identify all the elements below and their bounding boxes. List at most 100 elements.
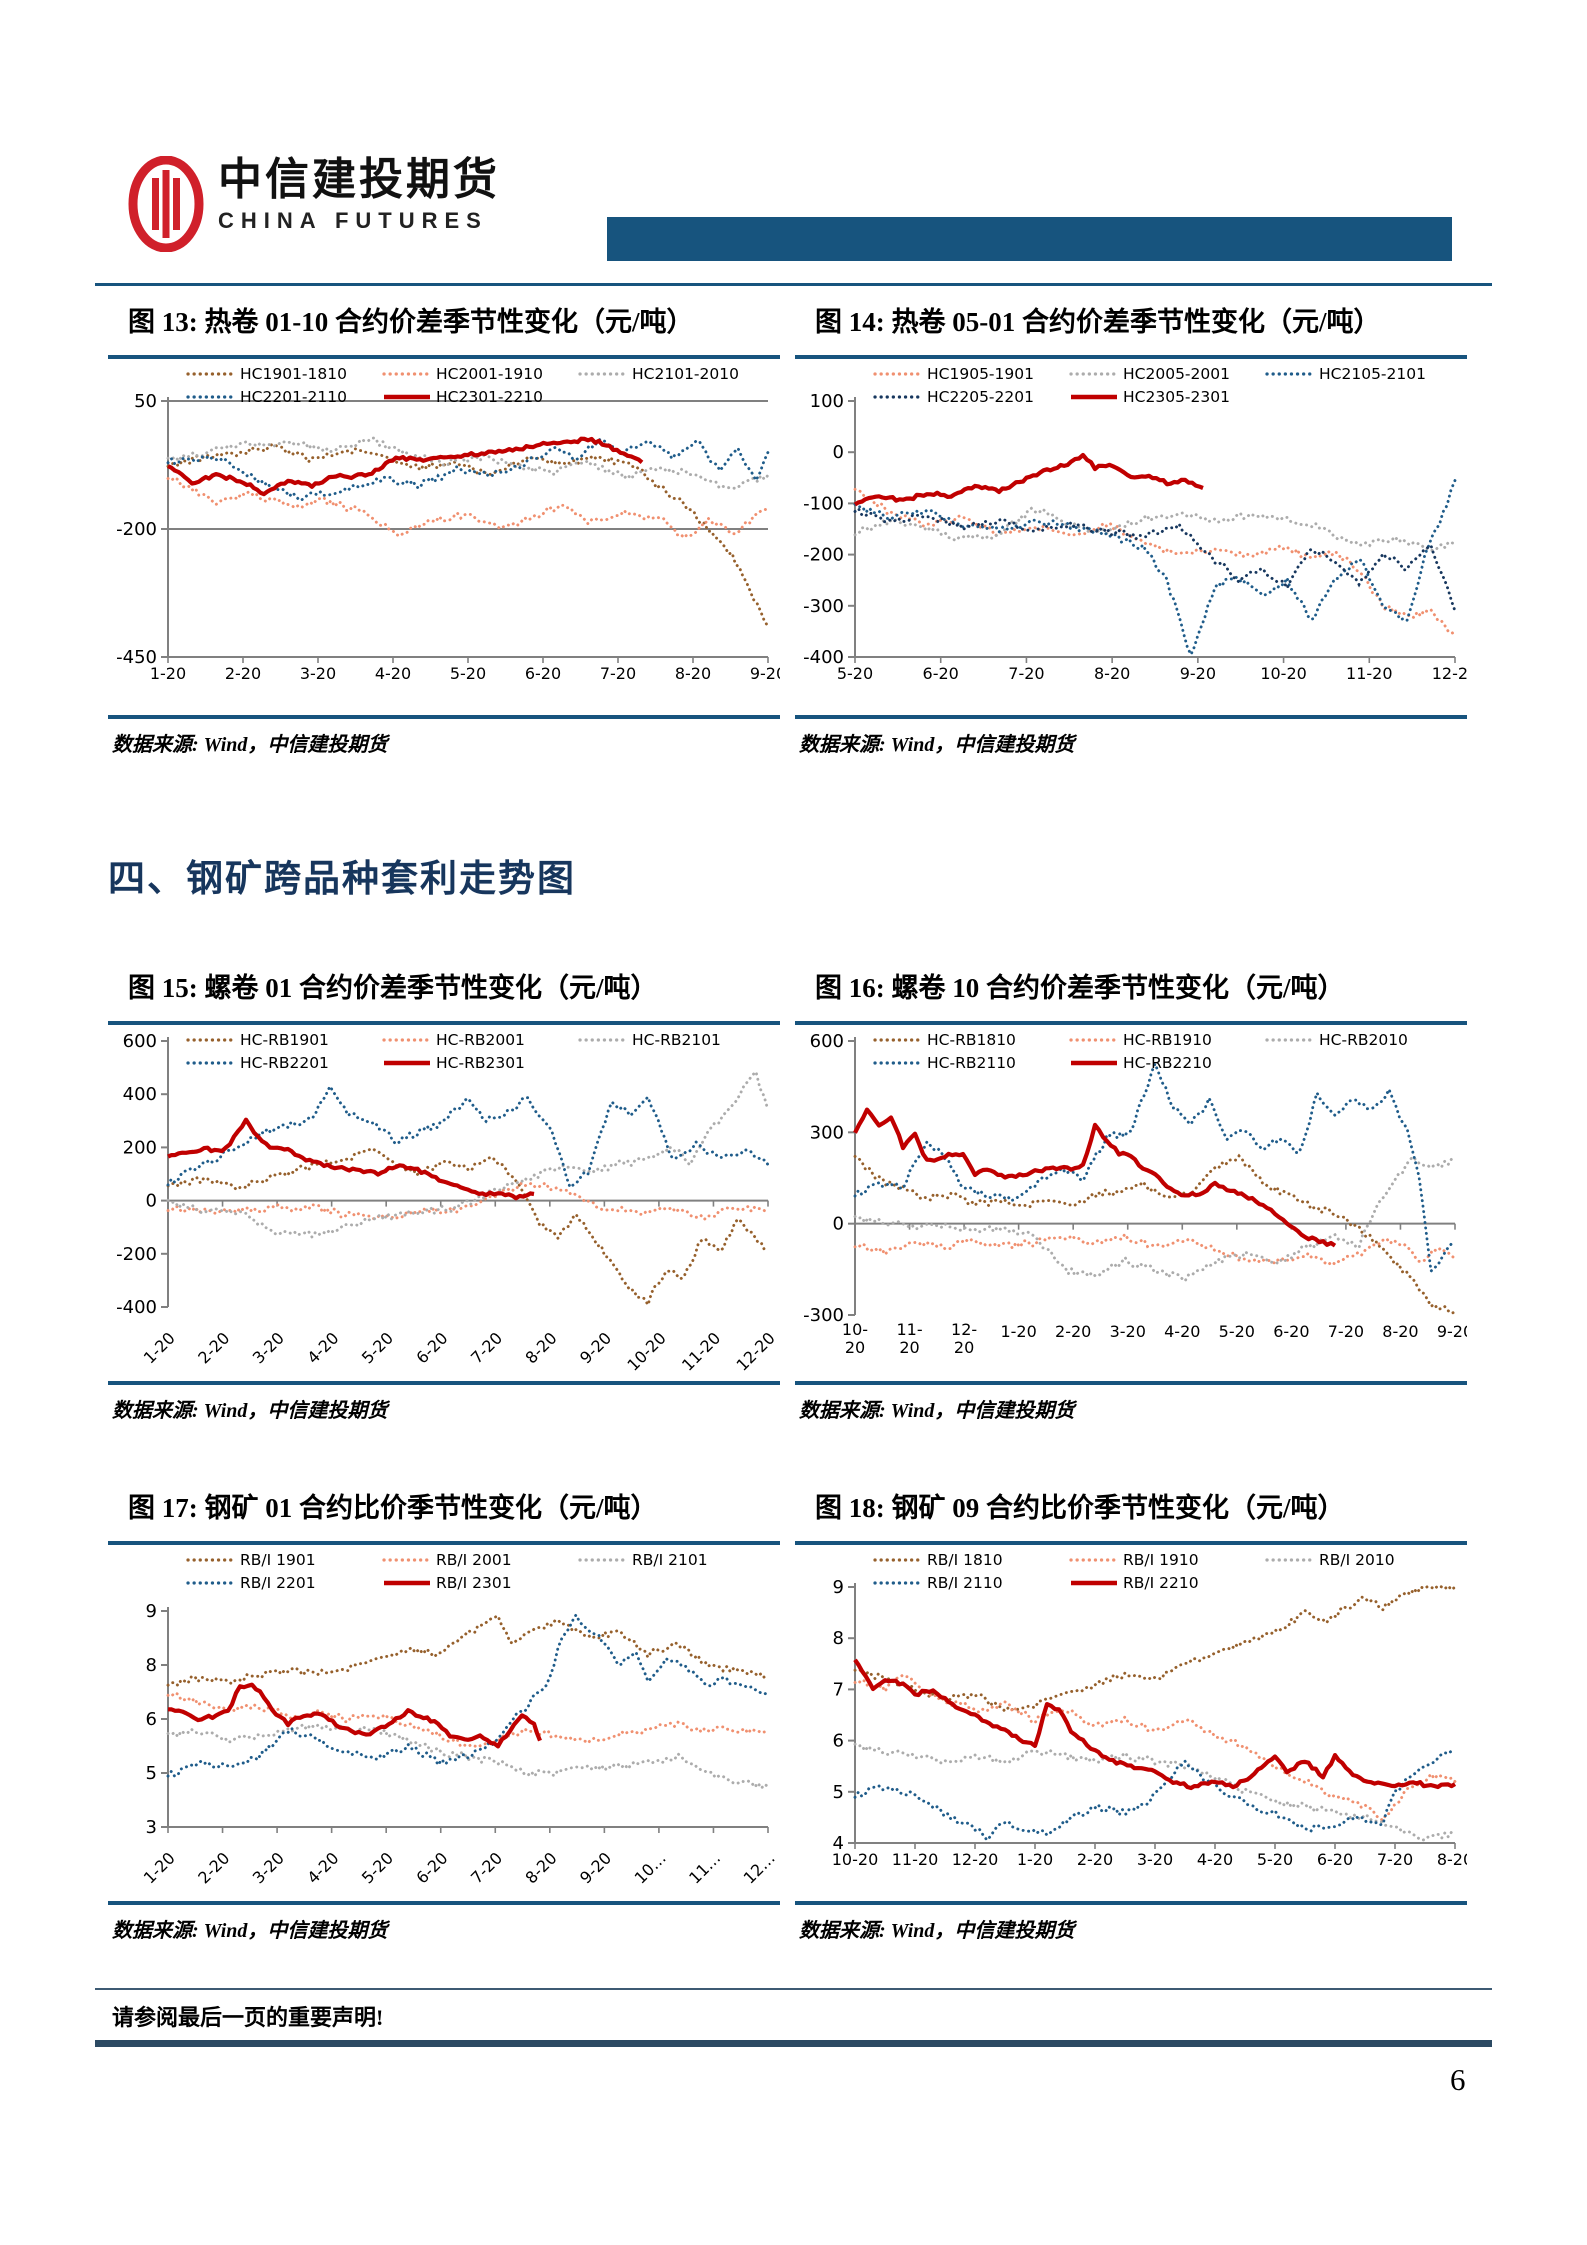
svg-text:7-20: 7-20 <box>1377 1850 1413 1869</box>
svg-text:1-20: 1-20 <box>140 1848 179 1887</box>
svg-text:8: 8 <box>833 1628 844 1649</box>
svg-text:12-20: 12-20 <box>952 1850 999 1869</box>
svg-text:5: 5 <box>833 1782 844 1803</box>
chart-rule <box>108 1381 780 1385</box>
svg-text:8: 8 <box>146 1655 157 1676</box>
svg-text:-100: -100 <box>803 493 844 514</box>
svg-text:12-20: 12-20 <box>951 1320 977 1357</box>
svg-text:HC-RB2010: HC-RB2010 <box>1319 1031 1408 1049</box>
svg-text:4-20: 4-20 <box>1164 1322 1200 1341</box>
svg-text:9-20: 9-20 <box>750 664 780 683</box>
svg-text:3-20: 3-20 <box>249 1848 288 1887</box>
figure-16: 图 16: 螺卷 10 合约价差季节性变化（元/吨） 600 300 0 -300 10… <box>795 962 1467 1423</box>
svg-text:HC2305-2301: HC2305-2301 <box>1123 388 1230 406</box>
chart-rule <box>108 715 780 719</box>
chart-source-17: 数据来源: Wind，中信建投期货 <box>112 1920 388 1942</box>
figure-14: 图 14: 热卷 05-01 合约价差季节性变化（元/吨） 100 0 -100 -2… <box>795 296 1467 757</box>
svg-text:6-20: 6-20 <box>412 1848 451 1887</box>
svg-text:HC-RB1810: HC-RB1810 <box>927 1031 1016 1049</box>
svg-text:9-20: 9-20 <box>1180 664 1216 683</box>
svg-text:HC1905-1901: HC1905-1901 <box>927 365 1034 383</box>
figure-18: 图 18: 钢矿 09 合约比价季节性变化（元/吨） 9 8 7 6 5 4 10-20 11… <box>795 1482 1467 1943</box>
chart-title-14: 图 14: 热卷 05-01 合约价差季节性变化（元/吨） <box>815 307 1381 337</box>
footer-disclaimer: 请参阅最后一页的重要声明! <box>112 2005 384 2030</box>
svg-text:-200: -200 <box>116 519 157 540</box>
svg-text:11-20: 11-20 <box>896 1320 922 1357</box>
svg-text:5-20: 5-20 <box>450 664 486 683</box>
svg-text:4-20: 4-20 <box>303 1328 342 1367</box>
svg-text:1-20: 1-20 <box>150 664 186 683</box>
svg-text:HC-RB1910: HC-RB1910 <box>1123 1031 1212 1049</box>
svg-text:10-20: 10-20 <box>623 1328 669 1374</box>
svg-text:7-20: 7-20 <box>600 664 636 683</box>
svg-text:9-20: 9-20 <box>576 1328 615 1367</box>
title-rule <box>108 355 780 359</box>
title-rule <box>795 355 1467 359</box>
svg-text:9-20: 9-20 <box>1437 1322 1467 1341</box>
svg-text:HC2001-1910: HC2001-1910 <box>436 365 543 383</box>
figure-15: 图 15: 螺卷 01 合约价差季节性变化（元/吨） 600 400 200 0 -20… <box>108 962 780 1423</box>
svg-text:11-20: 11-20 <box>678 1328 724 1374</box>
svg-text:2-20: 2-20 <box>194 1848 233 1887</box>
svg-text:6-20: 6-20 <box>1317 1850 1353 1869</box>
chart-title-16: 图 16: 螺卷 10 合约价差季节性变化（元/吨） <box>815 973 1345 1003</box>
svg-text:2-20: 2-20 <box>1055 1322 1091 1341</box>
svg-text:5-20: 5-20 <box>358 1848 397 1887</box>
svg-text:HC-RB2301: HC-RB2301 <box>436 1054 525 1072</box>
svg-text:-200: -200 <box>803 545 844 566</box>
chart-source-15: 数据来源: Wind，中信建投期货 <box>112 1400 388 1422</box>
svg-text:6-20: 6-20 <box>525 664 561 683</box>
citic-emblem-icon <box>128 156 204 252</box>
svg-text:6-20: 6-20 <box>412 1328 451 1367</box>
chart-title-13: 图 13: 热卷 01-10 合约价差季节性变化（元/吨） <box>128 307 694 337</box>
svg-text:6-20: 6-20 <box>923 664 959 683</box>
chart-15-plot: 600 400 200 0 -200 -400 1-20 2-20 3-20 4-20 5-20 6-… <box>108 1025 780 1377</box>
company-logo: 中信建投期货 CHINA FUTURES <box>128 156 500 252</box>
svg-text:RB/I 2110: RB/I 2110 <box>927 1574 1003 1592</box>
svg-text:3-20: 3-20 <box>249 1328 288 1367</box>
svg-text:4-20: 4-20 <box>303 1848 342 1887</box>
svg-text:2-20: 2-20 <box>1077 1850 1113 1869</box>
svg-text:4: 4 <box>833 1833 844 1854</box>
svg-text:400: 400 <box>123 1084 157 1105</box>
chart-source-14: 数据来源: Wind，中信建投期货 <box>799 734 1075 756</box>
svg-text:9-20: 9-20 <box>576 1848 615 1887</box>
chart-rule <box>795 1901 1467 1905</box>
svg-text:HC2101-2010: HC2101-2010 <box>632 365 739 383</box>
svg-text:11-20: 11-20 <box>892 1850 939 1869</box>
svg-text:RB/I 1810: RB/I 1810 <box>927 1551 1003 1569</box>
chart-source-13: 数据来源: Wind，中信建投期货 <box>112 734 388 756</box>
svg-text:HC2201-2110: HC2201-2110 <box>240 388 347 406</box>
svg-text:-450: -450 <box>116 647 157 668</box>
svg-text:12-20: 12-20 <box>733 1328 779 1374</box>
svg-text:RB/I 2210: RB/I 2210 <box>1123 1574 1199 1592</box>
svg-text:300: 300 <box>810 1122 844 1143</box>
svg-text:RB/I 2101: RB/I 2101 <box>632 1551 708 1569</box>
svg-text:5-20: 5-20 <box>358 1328 397 1367</box>
title-rule <box>108 1541 780 1545</box>
chart-17-plot: 9 8 6 5 3 1-20 2-20 3-20 4-20 5-20 6-20 7-20 8-20 9-2… <box>108 1545 780 1897</box>
svg-text:600: 600 <box>123 1031 157 1052</box>
svg-text:4-20: 4-20 <box>375 664 411 683</box>
chart-title-15: 图 15: 螺卷 01 合约价差季节性变化（元/吨） <box>128 973 658 1003</box>
chart-rule <box>795 715 1467 719</box>
svg-text:5: 5 <box>146 1763 157 1784</box>
chart-18-plot: 9 8 7 6 5 4 10-20 11-20 12-20 1-20 2-20 3-20 4-20 5-2… <box>795 1545 1467 1897</box>
svg-text:-400: -400 <box>803 647 844 668</box>
svg-text:HC-RB2201: HC-RB2201 <box>240 1054 329 1072</box>
svg-text:1-20: 1-20 <box>1017 1850 1053 1869</box>
svg-text:RB/I 2301: RB/I 2301 <box>436 1574 512 1592</box>
svg-text:9: 9 <box>146 1601 157 1622</box>
chart-rule <box>795 1381 1467 1385</box>
svg-text:RB/I 2001: RB/I 2001 <box>436 1551 512 1569</box>
header-rule <box>95 283 1492 286</box>
svg-text:HC-RB2210: HC-RB2210 <box>1123 1054 1212 1072</box>
svg-text:9: 9 <box>833 1577 844 1598</box>
svg-text:-400: -400 <box>116 1297 157 1318</box>
chart-source-16: 数据来源: Wind，中信建投期货 <box>799 1400 1075 1422</box>
svg-text:3: 3 <box>146 1817 157 1838</box>
svg-text:-300: -300 <box>803 596 844 617</box>
footer-thin-rule <box>95 1988 1492 1990</box>
svg-text:8-20: 8-20 <box>522 1848 561 1887</box>
svg-text:HC2105-2101: HC2105-2101 <box>1319 365 1426 383</box>
